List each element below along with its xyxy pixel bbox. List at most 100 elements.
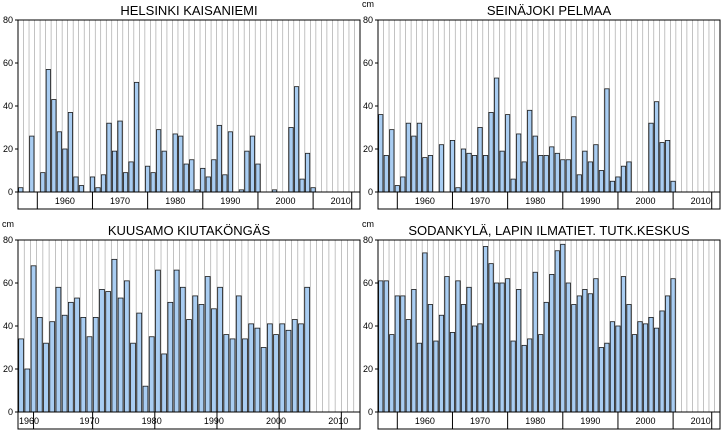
bar-1992 <box>223 334 230 413</box>
bar-1995 <box>615 176 621 193</box>
bar-2004 <box>665 295 671 413</box>
decade-label-1990: 1990 <box>220 196 240 206</box>
bar-1968 <box>466 152 472 193</box>
decade-strip <box>17 191 361 210</box>
bar-1996 <box>620 165 627 193</box>
y-tick-label: 0 <box>8 407 13 417</box>
bar-2003 <box>299 178 305 193</box>
y-tick-label: 60 <box>3 58 13 68</box>
decade-label-1970: 1970 <box>79 416 99 426</box>
decade-label-2010: 2010 <box>331 196 351 206</box>
bar-1962 <box>73 176 79 193</box>
bar-2005 <box>304 286 310 413</box>
bar-1997 <box>626 161 632 193</box>
bar-1989 <box>582 150 588 193</box>
bar-1990 <box>587 161 593 193</box>
bar-1966 <box>95 187 101 193</box>
bar-1981 <box>178 135 184 193</box>
bar-1970 <box>477 127 483 193</box>
bar-1972 <box>488 263 494 413</box>
decade-label-1980: 1980 <box>525 416 545 426</box>
bar-1966 <box>455 187 461 193</box>
bar-1977 <box>516 289 522 413</box>
bar-1983 <box>167 301 174 413</box>
bar-1965 <box>449 332 456 413</box>
y-tick-label: 20 <box>3 364 13 374</box>
y-tick-label: 80 <box>3 235 13 245</box>
bar-1965 <box>449 139 456 193</box>
bar-1990 <box>211 308 217 413</box>
bar-1957 <box>405 122 411 193</box>
bar-1979 <box>527 338 533 413</box>
bar-1962 <box>36 316 43 413</box>
chart-panel-4: SODANKYLÄ, LAPIN ILMATIET. TUTK.KESKUS cm… <box>362 219 721 430</box>
bar-1959 <box>416 342 422 413</box>
chart-panel-3: KUUSAMO KIUTAKÖNGÄS cm 0 20 40 60 80 1960 1970 19… <box>2 219 361 430</box>
bar-2001 <box>288 127 294 193</box>
bar-1971 <box>123 172 129 193</box>
y-tick-label: 20 <box>3 144 13 154</box>
bar-1971 <box>483 155 489 193</box>
bar-1984 <box>554 152 560 193</box>
bar-1960 <box>422 157 428 193</box>
bar-2003 <box>659 310 665 413</box>
bar-1985 <box>560 159 566 193</box>
bar-2004 <box>665 139 671 193</box>
bar-1963 <box>438 314 444 413</box>
bar-1969 <box>471 155 478 193</box>
bar-1987 <box>571 304 577 413</box>
bar-1972 <box>128 161 134 193</box>
decade-label-1960: 1960 <box>19 416 39 426</box>
bar-1967 <box>100 174 107 193</box>
bar-2002 <box>654 101 660 193</box>
bar-2000 <box>642 323 649 413</box>
bar-1992 <box>598 170 604 193</box>
bar-1999 <box>637 321 643 413</box>
bar-1994 <box>609 180 615 193</box>
bar-1967 <box>68 301 74 413</box>
bar-1986 <box>205 176 211 193</box>
bar-1995 <box>615 325 621 413</box>
bar-1980 <box>532 135 538 193</box>
decade-label-1960: 1960 <box>415 416 435 426</box>
bar-1985 <box>560 243 566 413</box>
bar-1961 <box>67 112 73 193</box>
bar-1965 <box>89 176 96 193</box>
y-tick-label: 60 <box>363 58 373 68</box>
bar-1954 <box>29 135 35 193</box>
bar-1968 <box>74 297 80 413</box>
bar-1982 <box>543 301 549 413</box>
bar-1984 <box>554 250 560 413</box>
bar-1987 <box>192 295 199 413</box>
bar-1955 <box>394 295 400 413</box>
bar-2004 <box>305 152 311 193</box>
bar-1959 <box>416 122 422 193</box>
y-unit-label: cm <box>362 0 374 9</box>
bar-1964 <box>49 321 56 413</box>
bar-1956 <box>400 176 406 193</box>
decade-label-2000: 2000 <box>636 196 656 206</box>
bar-1952 <box>18 187 24 193</box>
bar-1961 <box>427 304 433 413</box>
bar-2001 <box>648 122 654 193</box>
bar-1967 <box>460 304 467 413</box>
bar-1982 <box>543 155 549 193</box>
bar-1973 <box>134 81 140 193</box>
bar-1977 <box>516 133 522 193</box>
bar-1993 <box>604 342 610 413</box>
bar-1994 <box>235 295 242 413</box>
bar-2001 <box>648 316 654 413</box>
bar-1980 <box>148 336 155 413</box>
bar-1963 <box>78 185 84 193</box>
y-tick-label: 0 <box>368 187 373 197</box>
bar-2003 <box>291 319 298 413</box>
bar-1987 <box>211 159 217 193</box>
bar-1960 <box>24 368 31 413</box>
bar-1998 <box>631 334 638 413</box>
bar-1991 <box>593 144 599 193</box>
bar-1985 <box>179 286 186 413</box>
chart-title: KUUSAMO KIUTAKÖNGÄS <box>108 223 271 238</box>
bar-1976 <box>123 280 130 413</box>
bar-1954 <box>389 129 395 193</box>
